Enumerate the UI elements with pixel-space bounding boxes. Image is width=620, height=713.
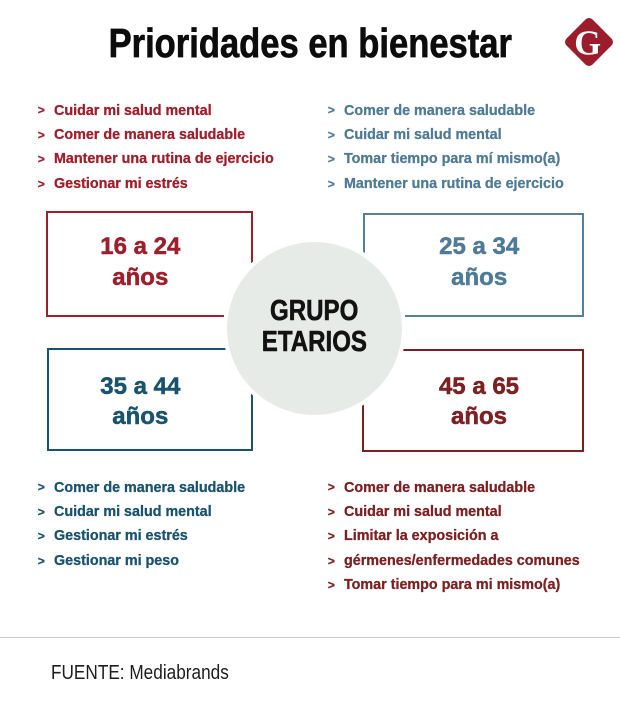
svg-text:G: G <box>574 24 601 62</box>
